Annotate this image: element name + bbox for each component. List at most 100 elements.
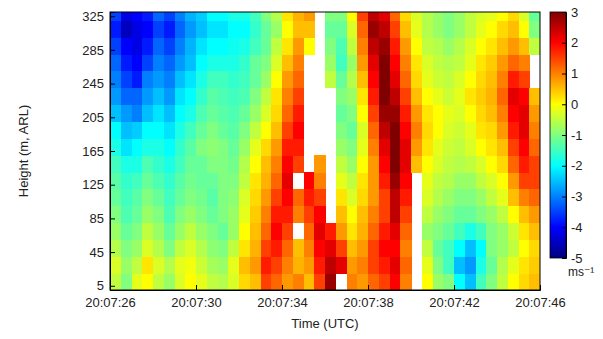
cell — [250, 256, 261, 273]
cell — [508, 88, 519, 105]
cell — [132, 37, 143, 54]
cell — [185, 172, 196, 189]
cell — [486, 256, 497, 273]
cell — [153, 122, 164, 139]
cell — [400, 206, 411, 223]
cell — [422, 155, 433, 172]
cell — [196, 20, 207, 37]
cell — [433, 206, 444, 223]
cell — [271, 172, 282, 189]
cell — [454, 172, 465, 189]
colorbar-tick-label: 1 — [571, 66, 578, 81]
cell — [175, 12, 186, 21]
cell — [121, 138, 132, 155]
cell — [110, 273, 121, 290]
cell — [336, 206, 347, 223]
cell — [336, 105, 347, 122]
cell — [271, 239, 282, 256]
cell — [314, 223, 325, 240]
cell — [454, 71, 465, 88]
cell — [132, 223, 143, 240]
cell — [368, 20, 379, 37]
cell — [250, 172, 261, 189]
cell — [250, 189, 261, 206]
cell — [519, 239, 530, 256]
colorbar-tick-mark — [562, 74, 566, 75]
cell — [293, 88, 304, 105]
cell — [476, 20, 487, 37]
cell — [357, 138, 368, 155]
cell — [228, 172, 239, 189]
x-tick-label: 20:07:38 — [343, 295, 394, 310]
cell — [454, 105, 465, 122]
cell — [390, 88, 401, 105]
cell — [519, 71, 530, 88]
cell — [132, 88, 143, 105]
cell — [228, 189, 239, 206]
cell — [347, 239, 358, 256]
cell — [325, 256, 336, 273]
cell — [207, 105, 218, 122]
cell — [282, 256, 293, 273]
cell — [508, 189, 519, 206]
cell — [153, 37, 164, 54]
cell — [282, 122, 293, 139]
cell — [529, 105, 540, 122]
cell — [239, 239, 250, 256]
cell — [121, 71, 132, 88]
cell — [196, 122, 207, 139]
cell — [443, 122, 454, 139]
cell — [476, 37, 487, 54]
cell — [390, 54, 401, 71]
cell — [390, 189, 401, 206]
cell — [519, 138, 530, 155]
cell — [443, 12, 454, 21]
cell — [196, 37, 207, 54]
cell — [486, 138, 497, 155]
cell — [271, 12, 282, 21]
cell — [239, 105, 250, 122]
cell — [153, 88, 164, 105]
cell — [121, 206, 132, 223]
cell — [465, 223, 476, 240]
colorbar-tick-label: 2 — [571, 35, 578, 50]
cell — [121, 155, 132, 172]
cell — [325, 273, 336, 290]
cell — [271, 138, 282, 155]
cell — [185, 54, 196, 71]
cell — [271, 155, 282, 172]
cell — [164, 239, 175, 256]
cell — [336, 189, 347, 206]
x-tick-label: 20:07:30 — [171, 295, 222, 310]
cell — [110, 54, 121, 71]
cell — [110, 256, 121, 273]
colorbar-tick-label: -4 — [571, 220, 583, 235]
colorbar-tick-label: -1 — [571, 128, 583, 143]
cell — [164, 122, 175, 139]
cell — [261, 12, 272, 21]
cell — [508, 256, 519, 273]
cell — [250, 273, 261, 290]
cell — [368, 138, 379, 155]
cell — [121, 37, 132, 54]
cell — [239, 12, 250, 21]
cell — [110, 88, 121, 105]
x-tick: 20:07:38 — [343, 285, 394, 310]
cell — [390, 172, 401, 189]
cell — [142, 256, 153, 273]
cell — [142, 20, 153, 37]
cell — [433, 122, 444, 139]
cell — [368, 239, 379, 256]
x-tick-mark — [368, 285, 369, 290]
cell — [422, 12, 433, 21]
cell — [175, 273, 186, 290]
y-tick: 125 — [82, 177, 115, 192]
cell — [164, 206, 175, 223]
cell — [250, 20, 261, 37]
cell — [153, 155, 164, 172]
cell — [454, 20, 465, 37]
cell — [110, 12, 121, 21]
cell — [400, 138, 411, 155]
colorbar-tick-mark — [562, 43, 566, 44]
cell — [357, 20, 368, 37]
